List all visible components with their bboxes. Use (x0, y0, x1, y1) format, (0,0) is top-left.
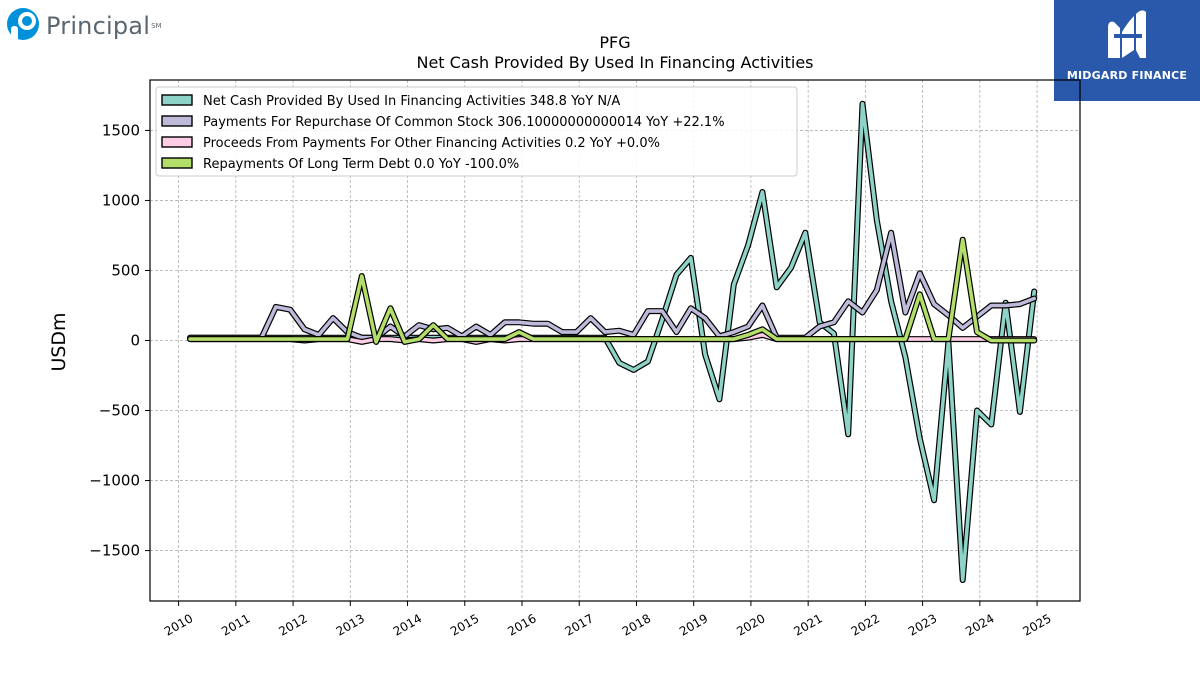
legend-swatch (161, 136, 193, 148)
plot-lines (187, 100, 1038, 583)
x-tick-label: 2019 (677, 611, 710, 638)
x-tick-label: 2022 (849, 611, 882, 638)
x-tick-label: 2020 (734, 611, 767, 638)
principal-logo-text: Principal (46, 12, 151, 40)
legend-entry: Payments For Repurchase Of Common Stock … (203, 115, 725, 130)
y-axis: −1500 −1000 −500 0 500 1000 1500 (89, 121, 150, 560)
x-tick-label: 2021 (791, 611, 824, 638)
legend-swatch (161, 115, 193, 127)
chart-title: PFG (599, 33, 630, 52)
principal-logo: Principal SM (6, 4, 162, 48)
x-tick-label: 2025 (1020, 611, 1053, 638)
x-axis: 2010 2011 2012 2013 2014 2015 2016 2017 2018 2019… (162, 601, 1054, 639)
midgard-logo-mark (1108, 10, 1146, 59)
legend-entry: Net Cash Provided By Used In Financing A… (203, 94, 620, 109)
legend-entry: Proceeds From Payments For Other Financi… (203, 136, 660, 151)
x-tick-label: 2015 (448, 611, 481, 638)
y-tick-label: 500 (111, 261, 140, 279)
x-tick-label: 2014 (391, 611, 424, 638)
legend-entry: Repayments Of Long Term Debt 0.0 YoY -10… (203, 157, 519, 172)
series-line-payments-for-repurchase-of-common-stock (188, 230, 1036, 340)
y-tick-label: −500 (99, 402, 140, 420)
legend-box (155, 86, 798, 177)
x-tick-label: 2012 (276, 611, 309, 638)
legend-swatch (161, 157, 193, 169)
legend: Net Cash Provided By Used In Financing A… (155, 86, 798, 177)
y-tick-label: 1500 (102, 121, 140, 139)
x-tick-label: 2013 (334, 611, 367, 638)
x-tick-label: 2018 (620, 611, 653, 638)
x-tick-label: 2016 (505, 611, 538, 638)
midgard-finance-logo: MIDGARD FINANCE (1054, 0, 1200, 101)
x-tick-label: 2011 (219, 611, 252, 638)
x-tick-label: 2010 (162, 611, 195, 638)
y-axis-label: USDm (48, 312, 70, 371)
chart-subtitle: Net Cash Provided By Used In Financing A… (416, 53, 813, 72)
y-tick-label: 0 (130, 332, 140, 350)
legend-swatch (161, 94, 193, 106)
x-tick-label: 2017 (563, 611, 596, 638)
midgard-logo-text: MIDGARD FINANCE (1066, 69, 1188, 82)
y-tick-label: −1000 (89, 472, 140, 490)
principal-logo-mark (7, 8, 39, 42)
series-outline-payments-for-repurchase-of-common-stock (187, 229, 1038, 341)
series-line-repayments-of-long-term-debt (188, 237, 1036, 344)
x-tick-label: 2023 (906, 611, 939, 638)
x-tick-label: 2024 (963, 611, 996, 638)
y-tick-label: 1000 (102, 191, 140, 209)
y-tick-label: −1500 (89, 542, 140, 560)
principal-logo-sm: SM (151, 22, 162, 30)
